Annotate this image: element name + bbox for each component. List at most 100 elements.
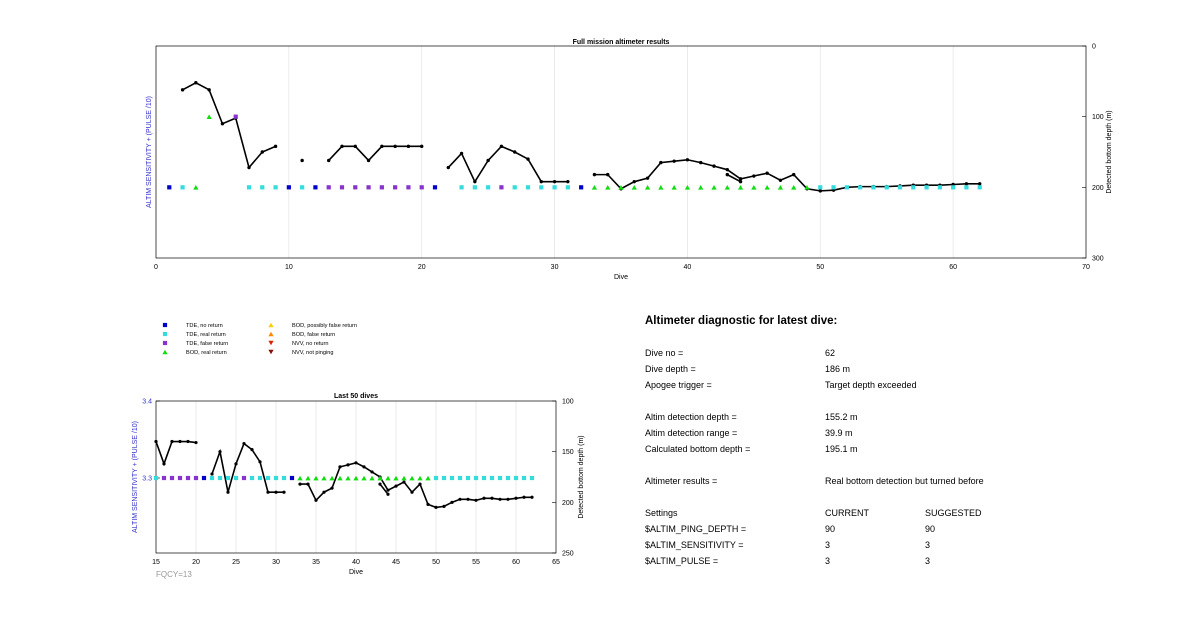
bottom-y-axis-label: ALTIM SENSITIVITY + (PULSE /10) [132, 421, 139, 533]
tde-real-return-marker [489, 475, 495, 481]
diagnostic-label: Altim detection depth = [645, 412, 737, 422]
bottom-depth-point [154, 439, 158, 444]
tde-real-return-marker [505, 475, 511, 481]
bottom-depth-point [818, 189, 822, 193]
tde-real-return-marker [209, 475, 215, 481]
diagnostic-row-dive-no: Dive no = 62 [645, 348, 1165, 360]
bottom-depth-line [182, 81, 276, 170]
diagnostic-label: $ALTIM_PING_DEPTH = [645, 524, 747, 534]
tde-real-return-marker [273, 185, 278, 190]
bottom-depth-point [685, 158, 690, 162]
tde-real-return-marker [911, 185, 916, 190]
bod-real-return-marker [777, 185, 784, 190]
bod-real-return-marker [644, 185, 651, 190]
bod-real-return-marker [724, 185, 730, 190]
top-y-axis-label: ALTIM SENSITIVITY + (PULSE /10) [146, 96, 153, 208]
tde-real-return-marker [180, 185, 185, 190]
top-chart-title: Full mission altimeter results [573, 39, 670, 46]
diagnostic-value: Target depth exceeded [825, 380, 917, 390]
tde-real-return-marker [565, 185, 570, 190]
tde-false-return-marker [339, 185, 345, 190]
bottom-depth-point [298, 482, 302, 486]
tde-false-return-marker [193, 475, 199, 481]
bottom-depth-point [194, 81, 198, 85]
tde-false-return-marker [326, 185, 331, 190]
tde-no-return-marker [167, 185, 172, 190]
bottom-depth-line [211, 442, 284, 494]
tde-real-return-marker [858, 185, 863, 190]
bottom-depth-point [346, 463, 350, 467]
tde-real-return-marker [897, 185, 903, 190]
diagnostic-label: Dive no = [645, 348, 684, 358]
diagnostic-label: Calculated bottom depth = [645, 444, 751, 454]
bottom-depth-point [194, 440, 198, 445]
bottom-depth-point [964, 182, 969, 186]
bottom-depth-point [530, 495, 534, 499]
tde-real-return-marker [246, 185, 252, 190]
x-tick-label: 60 [512, 559, 520, 566]
diagnostic-label: Altim detection range = [645, 428, 738, 438]
bod-real-return-marker [684, 185, 691, 190]
tde-real-return-marker [486, 185, 491, 190]
y2-tick-label: 200 [1092, 185, 1104, 192]
bod-real-return-marker [369, 475, 375, 481]
bottom-depth-point [314, 498, 318, 502]
bottom-depth-point [306, 482, 310, 486]
x-tick-label: 10 [285, 264, 293, 271]
diagnostic-label: Settings [645, 508, 678, 518]
diagnostic-label: Dive depth = [645, 364, 696, 374]
bottom-depth-point [506, 497, 510, 501]
bod-real-return-marker [385, 475, 391, 481]
bottom-depth-line [328, 145, 422, 162]
bod-real-return-marker [393, 475, 399, 481]
bod-real-return-marker [353, 475, 359, 481]
bottom-depth-point [210, 472, 214, 476]
x-tick-label: 55 [472, 559, 480, 566]
tde-real-return-marker [513, 475, 519, 481]
diagnostic-row-dive-depth: Dive depth = 186 m [645, 364, 1165, 376]
bottom-depth-point [366, 158, 371, 163]
bod-real-return-marker [737, 185, 744, 190]
bottom-depth-point [672, 159, 676, 163]
bottom-depth-point [218, 450, 222, 454]
bottom-depth-point [738, 177, 743, 181]
bottom-depth-point [410, 490, 414, 494]
bod-real-return-marker [671, 185, 677, 190]
tde-real-return-marker [525, 185, 531, 190]
tde-real-return-marker [260, 185, 265, 190]
tde-false-return-marker [177, 475, 183, 481]
bottom-depth-point [406, 144, 411, 149]
bottom-depth-point [738, 179, 743, 184]
tde-real-return-marker [265, 475, 271, 481]
bod-real-return-marker [206, 114, 212, 119]
bod-real-return-marker [193, 185, 199, 190]
y2-tick-label: 300 [1092, 256, 1104, 263]
bottom-depth-point [446, 165, 450, 170]
full-mission-chart: Full mission altimeter results Dive ALTI… [146, 39, 1113, 281]
tde-false-return-marker [419, 185, 424, 190]
y2-tick-label: 200 [562, 500, 574, 507]
y2-tick-label: 100 [562, 399, 574, 406]
diagnostic-value: 3 [825, 540, 831, 550]
bottom-depth-point [300, 158, 304, 163]
bod-real-return-marker [409, 475, 415, 481]
tde-real-return-marker [473, 475, 479, 481]
bottom-depth-point [162, 462, 166, 466]
bottom-depth-point [282, 490, 286, 494]
tde-real-return-marker [831, 185, 836, 190]
bottom-depth-point [466, 497, 470, 501]
bod-real-return-marker [425, 475, 431, 481]
bottom-depth-point [486, 158, 490, 163]
legend-marker-bod-possibly-false-return [268, 322, 274, 328]
bottom-depth-point [499, 144, 504, 149]
diagnostic-value: 39.9 m [825, 428, 853, 438]
tde-real-return-marker [153, 475, 159, 481]
y-tick-label: 3.3 [142, 476, 152, 483]
bottom-depth-point [402, 480, 406, 484]
bottom-depth-point [450, 500, 454, 504]
x-tick-label: 25 [232, 559, 240, 566]
diagnostic-label: $ALTIM_SENSITIVITY = [645, 540, 744, 550]
x-tick-label: 50 [432, 559, 440, 566]
y2-tick-label: 0 [1092, 44, 1096, 51]
